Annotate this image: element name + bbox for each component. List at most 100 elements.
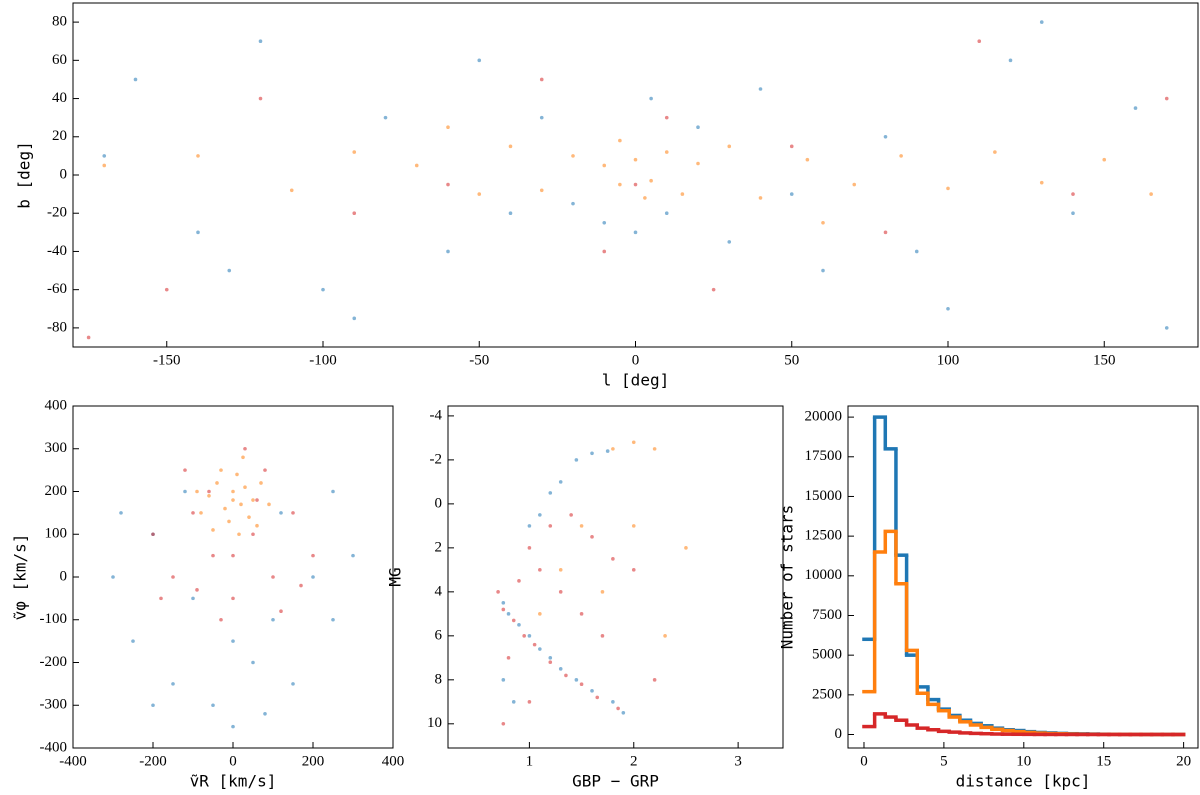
y-tick-label: 300 (45, 440, 68, 456)
y-tick-label: 10 (427, 715, 442, 731)
x-tick-label: 20 (1176, 753, 1191, 769)
point (119, 511, 123, 515)
point (527, 524, 532, 528)
point (102, 163, 107, 168)
point (258, 39, 263, 44)
x-axis-label: ṽR [km/s] (190, 772, 277, 791)
point (539, 77, 544, 82)
point (279, 511, 283, 515)
point (352, 150, 357, 154)
point (151, 532, 155, 537)
point (191, 511, 195, 515)
point (477, 192, 482, 196)
point (171, 682, 175, 686)
x-axis-label: distance [kpc] (956, 772, 1091, 791)
point (652, 678, 657, 682)
point (618, 182, 622, 187)
point (643, 196, 647, 200)
point (1071, 211, 1075, 216)
point (258, 96, 263, 101)
point (251, 498, 255, 502)
point (602, 249, 607, 254)
point (508, 211, 513, 216)
point (215, 481, 219, 485)
point (538, 513, 542, 517)
point (539, 188, 544, 193)
point (548, 656, 553, 660)
point (579, 524, 584, 528)
point (231, 498, 235, 502)
point (527, 634, 532, 638)
point (600, 590, 605, 594)
point (602, 163, 607, 168)
point (446, 182, 450, 187)
point (237, 532, 241, 537)
x-tick-label: 2 (630, 753, 638, 769)
point (151, 703, 155, 708)
point (631, 440, 636, 445)
marks (111, 446, 355, 729)
point (289, 188, 294, 193)
point (532, 642, 537, 647)
point (271, 617, 275, 622)
point (558, 667, 563, 671)
point (511, 618, 516, 623)
x-tick-label: 1 (526, 753, 534, 769)
x-tick-label: 0 (229, 753, 237, 769)
point (171, 575, 175, 579)
point (219, 617, 223, 622)
point (517, 579, 521, 583)
point (558, 480, 563, 484)
y-tick-label: 0 (835, 726, 843, 742)
x-tick-label: -150 (153, 352, 181, 368)
point (616, 706, 620, 711)
point (231, 489, 235, 494)
y-axis-label: MG (386, 567, 405, 586)
point (821, 268, 825, 273)
point (231, 553, 235, 558)
point (251, 532, 255, 537)
x-axis-label: l [deg] (602, 371, 669, 390)
point (291, 511, 295, 515)
y-tick-label: 0 (60, 166, 68, 182)
point (618, 138, 622, 143)
y-tick-label: 12500 (805, 528, 843, 544)
point (255, 523, 259, 528)
y-tick-label: 4 (435, 583, 443, 599)
point (1071, 192, 1075, 196)
point (259, 481, 263, 485)
point (569, 513, 573, 517)
point (321, 287, 325, 292)
point (574, 678, 579, 682)
frame (847, 405, 1199, 749)
panel: 1 2 3 -4 -2 0 2 4 6 8 10 GBP − GRP MG (386, 405, 784, 791)
point (191, 596, 195, 601)
y-tick-label: 0 (60, 568, 68, 584)
point (579, 612, 584, 616)
point (914, 249, 919, 254)
point (517, 623, 521, 627)
point (696, 161, 700, 166)
point (255, 498, 259, 502)
y-axis-label: Number of stars (778, 505, 797, 650)
point (227, 268, 232, 273)
point (1102, 157, 1107, 162)
x-tick-label: 0 (860, 753, 868, 769)
panel: -150 -100 -50 0 50 100 150 -80 -60 -40 -20 0 20 40 60 8… (15, 2, 1199, 390)
point (684, 546, 688, 550)
point (883, 134, 888, 139)
y-tick-label: 40 (52, 90, 67, 106)
y-tick-label: 200 (45, 483, 68, 499)
point (86, 335, 91, 340)
point (1039, 20, 1044, 24)
point (1039, 180, 1044, 185)
y-axis-label: ṽφ [km/s] (11, 534, 30, 621)
point (263, 712, 267, 716)
point (558, 568, 563, 572)
point (680, 192, 685, 196)
point (111, 575, 115, 579)
x-axis-label: GBP − GRP (572, 772, 659, 791)
point (501, 678, 506, 682)
x-tick-label: 200 (302, 753, 325, 769)
